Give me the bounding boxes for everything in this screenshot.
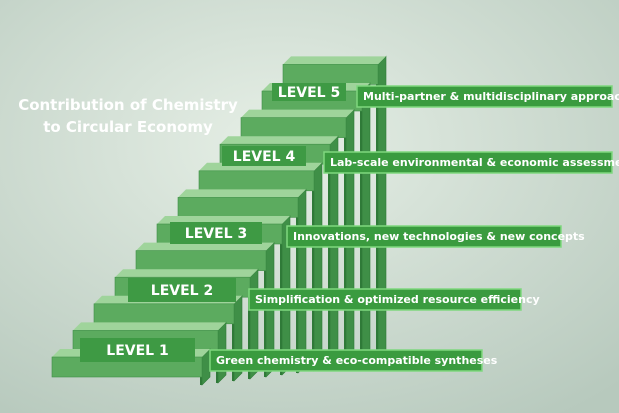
step-top [178,189,306,197]
title-line: Contribution of Chemistry [18,96,238,114]
level-label: LEVEL 5 [278,85,340,101]
step-side [314,163,322,371]
step-front [136,251,266,271]
step-side [298,189,306,373]
step-front [199,171,314,191]
step-top [241,110,354,118]
step-riser [312,171,314,371]
step-top [220,136,338,144]
level-label: LEVEL 2 [151,283,213,299]
level-description: Green chemistry & eco-compatible synthes… [216,354,498,367]
level-description: Lab-scale environmental & economic asses… [330,156,619,169]
step-front [241,118,346,138]
step-riser [328,144,330,369]
step-riser [376,64,378,363]
level-label: LEVEL 1 [106,343,168,359]
step-front [94,304,234,324]
step-riser [296,197,298,373]
page: Contribution of Chemistry to Circular Ec… [0,0,619,413]
level-description: Multi-partner & multidisciplinary approa… [363,90,619,103]
step-front [283,64,378,84]
level-description: Innovations, new technologies & new conc… [293,230,585,243]
step-front [178,197,298,217]
step-top [283,56,386,64]
title-line: to Circular Economy [43,118,213,136]
level-description: Simplification & optimized resource effi… [255,293,540,306]
diagram: Contribution of Chemistry to Circular Ec… [0,0,619,413]
step-side [362,83,370,365]
step-top [73,322,226,330]
level-label: LEVEL 3 [185,226,247,242]
level-label: LEVEL 4 [233,149,296,165]
step-top [115,269,258,277]
